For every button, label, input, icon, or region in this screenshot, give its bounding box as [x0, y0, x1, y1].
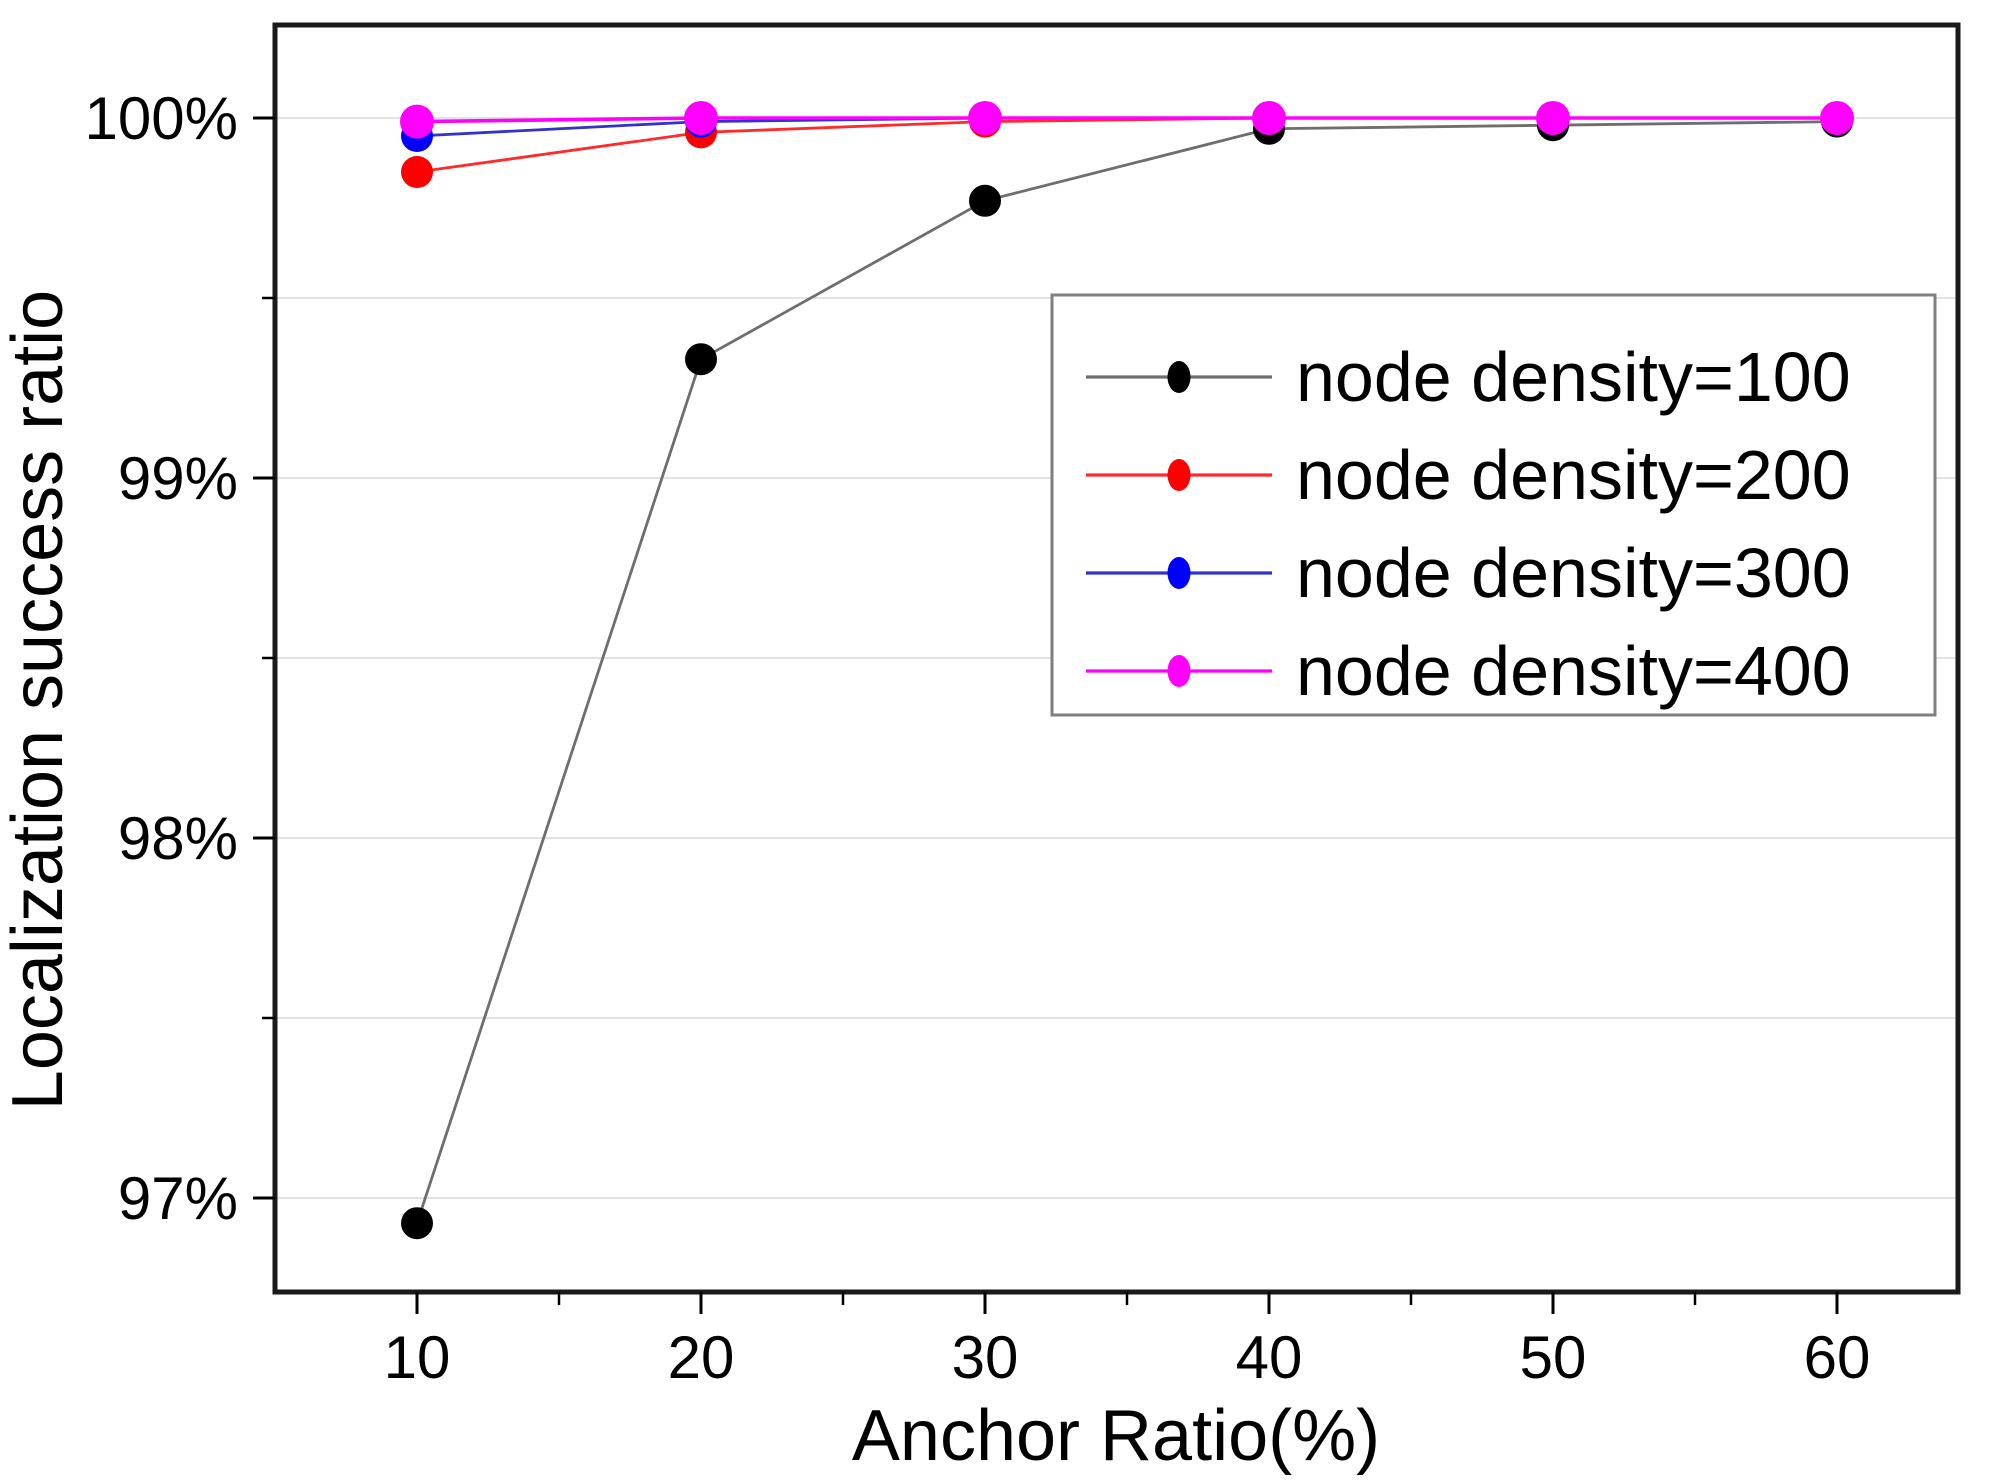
data-point — [1536, 101, 1570, 135]
data-point — [401, 1207, 433, 1240]
data-point — [969, 184, 1001, 217]
legend-entry: node density=200 — [1086, 436, 1851, 514]
series-line-node-density-400 — [416, 116, 1837, 124]
y-axis-tick-label: 99% — [118, 445, 238, 512]
x-axis-tick-label: 50 — [1520, 1324, 1587, 1391]
x-axis-tick-label: 30 — [952, 1324, 1019, 1391]
legend-entry-label: node density=100 — [1296, 338, 1851, 416]
x-axis-tick-label: 10 — [384, 1324, 451, 1391]
series-layer — [400, 101, 1854, 1240]
legend-entry-label: node density=300 — [1296, 534, 1851, 612]
data-point — [1252, 101, 1286, 135]
data-point — [400, 104, 434, 139]
legend-layer: node density=100 node density=200 node den… — [1050, 293, 1937, 717]
legend-entry: node density=300 — [1086, 534, 1851, 612]
legend-entry: node density=400 — [1086, 632, 1851, 710]
data-point — [684, 101, 718, 135]
x-axis-tick-label: 40 — [1236, 1324, 1303, 1391]
legend-marker-icon — [1167, 655, 1191, 687]
legend-entry-label: node density=400 — [1296, 632, 1851, 710]
legend-box — [1050, 293, 1937, 717]
data-point — [401, 156, 433, 188]
legend-entry: node density=100 — [1086, 338, 1851, 416]
legend-marker-icon — [1167, 361, 1191, 393]
data-point — [1820, 101, 1854, 135]
y-axis-tick-label: 100% — [85, 85, 238, 152]
y-axis-tick-label: 98% — [118, 805, 238, 872]
x-axis-tick-label: 60 — [1804, 1324, 1871, 1391]
y-axis-title: Localization success ratio — [0, 290, 78, 1110]
legend-marker-icon — [1167, 459, 1191, 491]
legend-marker-icon — [1167, 557, 1191, 589]
x-axis-tick-label: 20 — [668, 1324, 735, 1391]
series-line-node-density-100 — [415, 120, 1838, 1224]
x-axis-title: Anchor Ratio(%) — [852, 1396, 1380, 1476]
data-point — [968, 101, 1002, 135]
legend-entry-label: node density=200 — [1296, 436, 1851, 514]
data-point — [685, 343, 717, 376]
axes-layer: 10 20 30 40 50 60 97% 98% 99% 100% — [85, 22, 1961, 1391]
y-axis-tick-label: 97% — [118, 1165, 238, 1232]
